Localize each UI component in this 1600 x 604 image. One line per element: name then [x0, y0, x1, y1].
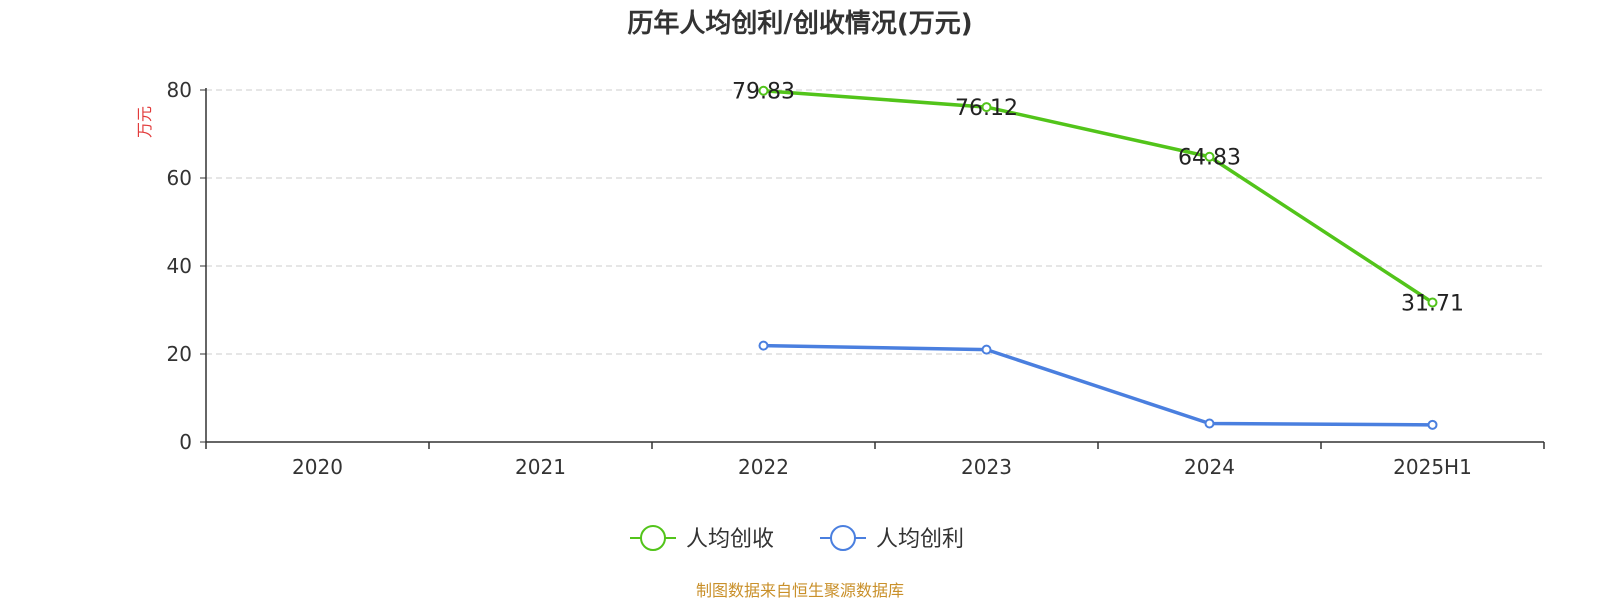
data-point[interactable]: [758, 340, 769, 351]
x-tick-label: 2020: [292, 455, 343, 479]
axes: 0 20 40 60 80 2020 2021 2022 2023 2024 2025H1: [167, 78, 1545, 479]
x-tick-label: 2022: [738, 455, 789, 479]
data-label: 76.12: [955, 96, 1018, 121]
x-tick-label: 2025H1: [1393, 455, 1472, 479]
data-label: 79.83: [732, 80, 795, 105]
series-line: [763, 89, 1434, 304]
series-layer: 79.83 76.12 64.83 31.71: [732, 80, 1464, 430]
legend-circle-icon: [640, 525, 666, 551]
x-tick-label: 2024: [1184, 455, 1235, 479]
data-point[interactable]: [981, 344, 992, 355]
x-tick-label: 2021: [515, 455, 566, 479]
chart-title: 历年人均创利/创收情况(万元): [627, 8, 972, 39]
grid-lines: [206, 89, 1544, 355]
source-note: 制图数据来自恒生聚源数据库: [696, 581, 904, 600]
y-tick-label: 0: [179, 430, 192, 454]
y-tick-label: 60: [167, 166, 192, 190]
y-tick-label: 80: [167, 78, 192, 102]
series-line: [763, 343, 1433, 427]
y-axis-label: 万元: [135, 106, 154, 138]
data-point[interactable]: [981, 102, 992, 113]
data-point[interactable]: [1427, 419, 1438, 430]
data-label: 64.83: [1178, 146, 1241, 171]
series-0: 79.83 76.12 64.83 31.71: [732, 80, 1464, 317]
data-point[interactable]: [1204, 418, 1215, 429]
legend-label: 人均创收: [686, 527, 774, 552]
legend-label: 人均创利: [876, 527, 964, 552]
y-tick-label: 20: [167, 342, 192, 366]
y-tick-label: 40: [167, 254, 192, 278]
data-point[interactable]: [1204, 151, 1215, 162]
data-point[interactable]: [758, 85, 769, 96]
x-tick-label: 2023: [961, 455, 1012, 479]
legend-item-0[interactable]: 人均创收: [630, 525, 774, 552]
series-1: [758, 340, 1438, 430]
data-label: 31.71: [1401, 291, 1464, 316]
legend-item-1[interactable]: 人均创利: [820, 525, 964, 552]
legend[interactable]: 人均创收 人均创利: [630, 525, 964, 552]
data-point[interactable]: [1427, 297, 1438, 308]
legend-circle-icon: [830, 525, 856, 551]
